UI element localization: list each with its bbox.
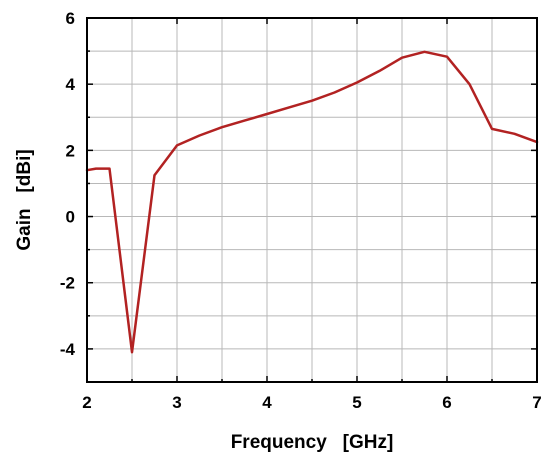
y-axis-label: Gain [dBi] — [14, 149, 35, 250]
y-tick-label: -4 — [60, 340, 76, 359]
x-tick-label: 4 — [262, 393, 272, 412]
y-tick-label: -2 — [60, 274, 75, 293]
x-tick-labels: 2 3 4 5 6 7 — [82, 393, 541, 412]
grid — [87, 18, 537, 382]
y-tick-label: 2 — [66, 141, 75, 160]
y-tick-label: 4 — [66, 75, 76, 94]
x-tick-label: 3 — [172, 393, 181, 412]
x-tick-label: 5 — [352, 393, 361, 412]
y-tick-label: 6 — [66, 9, 75, 28]
series-layer — [85, 50, 539, 354]
x-tick-label: 2 — [82, 393, 91, 412]
x-tick-label: 6 — [442, 393, 451, 412]
y-tick-label: 0 — [66, 208, 75, 227]
series-line — [85, 50, 539, 354]
x-tick-label: 7 — [532, 393, 541, 412]
x-axis-label: Frequency [GHz] — [231, 432, 394, 453]
ticks — [86, 17, 538, 383]
y-tick-labels: -4 -2 0 2 4 6 — [60, 9, 76, 359]
